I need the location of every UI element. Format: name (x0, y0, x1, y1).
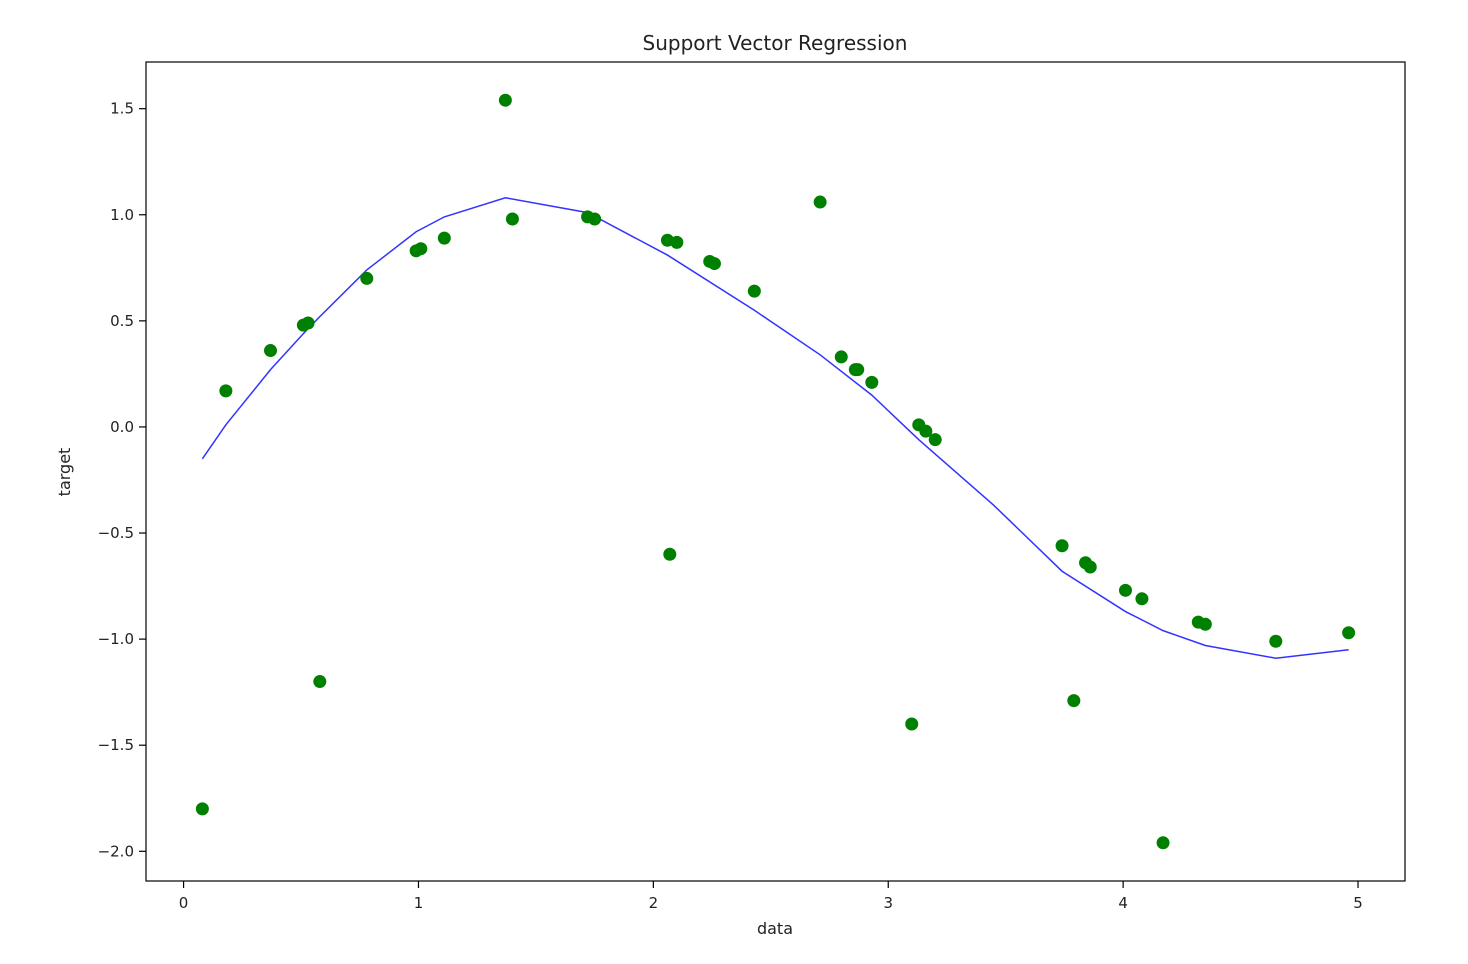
y-tick-label: 0.5 (110, 312, 134, 330)
scatter-point (834, 350, 848, 364)
x-axis-label: data (757, 919, 793, 938)
scatter-point (747, 284, 761, 298)
scatter-point (588, 212, 602, 226)
scatter-point (928, 433, 942, 447)
y-tick-label: 1.0 (110, 206, 134, 224)
scatter-point (498, 93, 512, 107)
scatter-point (1118, 583, 1132, 597)
scatter-point (919, 424, 933, 438)
scatter-point (865, 375, 879, 389)
scatter-point (219, 384, 233, 398)
x-tick-label: 2 (649, 894, 659, 912)
scatter-point (414, 242, 428, 256)
scatter-point (263, 344, 277, 358)
scatter-point (1269, 634, 1283, 648)
scatter-point (851, 363, 865, 377)
scatter-point (313, 675, 327, 689)
scatter-point (670, 235, 684, 249)
scatter-point (1198, 617, 1212, 631)
scatter-point (1055, 539, 1069, 553)
scatter-point (195, 802, 209, 816)
series-layer (195, 93, 1356, 850)
y-tick-label: −1.5 (98, 736, 134, 754)
y-axis-label: target (55, 448, 74, 497)
scatter-point (663, 547, 677, 561)
scatter-point (707, 257, 721, 271)
plot-area (145, 61, 1406, 882)
scatter-point (360, 271, 374, 285)
chart-title: Support Vector Regression (643, 31, 908, 55)
y-axis-ticks: 1.5 1.0 0.5 0.0 −0.5 −1.0 −1.5 −2.0 (98, 100, 146, 860)
scatter-point (1342, 626, 1356, 640)
scatter-point (905, 717, 919, 731)
scatter-point (813, 195, 827, 209)
y-tick-label: −0.5 (98, 524, 134, 542)
x-tick-label: 3 (883, 894, 893, 912)
scatter-point (437, 231, 451, 245)
scatter-point (1067, 694, 1081, 708)
x-tick-label: 5 (1353, 894, 1363, 912)
x-tick-label: 4 (1118, 894, 1128, 912)
x-tick-label: 1 (414, 894, 424, 912)
x-tick-label: 0 (179, 894, 189, 912)
scatter-point (1156, 836, 1170, 850)
x-axis-ticks: 0 1 2 3 4 5 (179, 881, 1363, 912)
scatter-point (301, 316, 315, 330)
y-tick-label: −2.0 (98, 842, 134, 860)
scatter-point (505, 212, 519, 226)
y-tick-label: 1.5 (110, 100, 134, 118)
y-tick-label: −1.0 (98, 630, 134, 648)
scatter-point (1083, 560, 1097, 574)
y-tick-label: 0.0 (110, 418, 134, 436)
scatter-point (1135, 592, 1149, 606)
